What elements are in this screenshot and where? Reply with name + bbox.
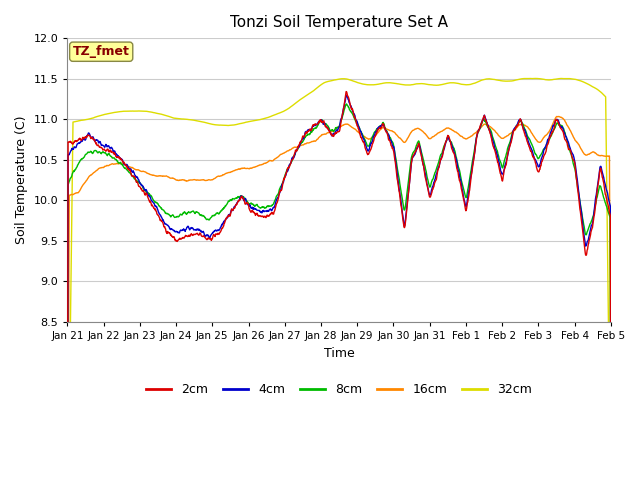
Y-axis label: Soil Temperature (C): Soil Temperature (C) (15, 116, 28, 244)
Title: Tonzi Soil Temperature Set A: Tonzi Soil Temperature Set A (230, 15, 448, 30)
X-axis label: Time: Time (324, 347, 355, 360)
Text: TZ_fmet: TZ_fmet (73, 45, 130, 58)
Legend: 2cm, 4cm, 8cm, 16cm, 32cm: 2cm, 4cm, 8cm, 16cm, 32cm (141, 378, 537, 401)
